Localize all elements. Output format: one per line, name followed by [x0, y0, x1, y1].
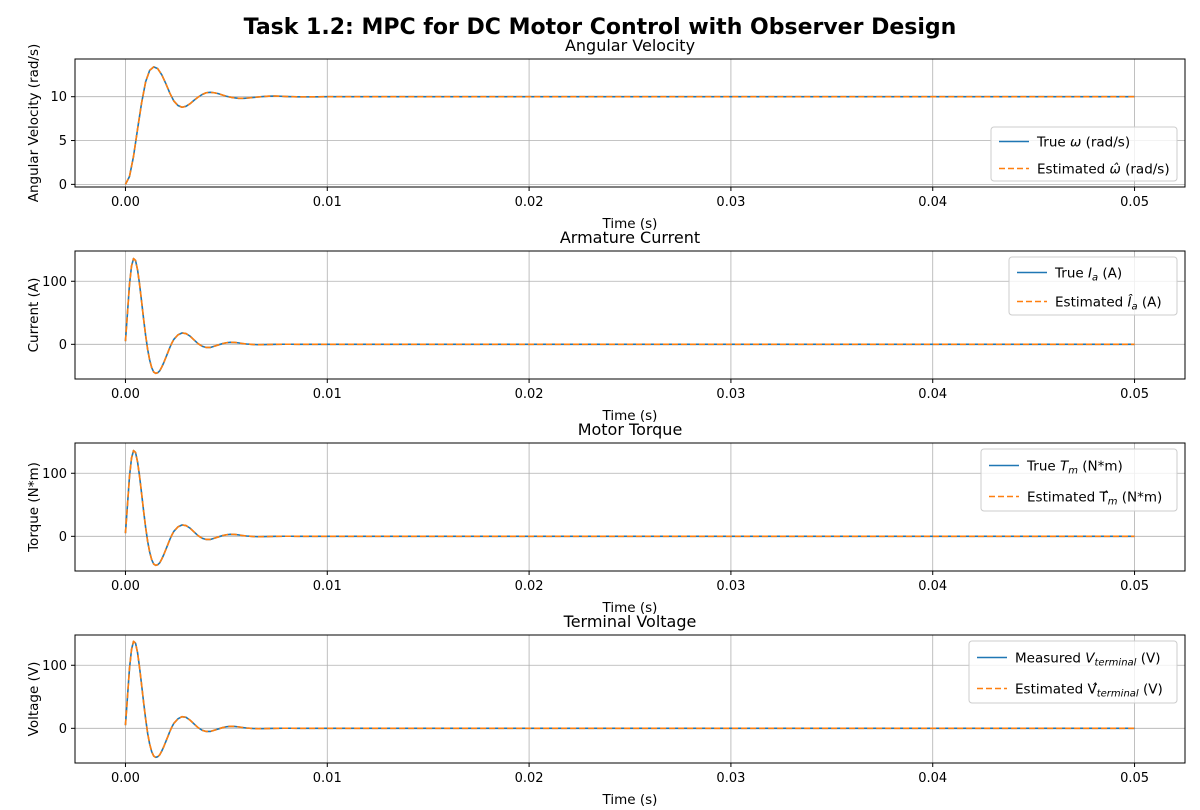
axes-frame [74, 634, 1186, 764]
x-tick-label: 0.02 [515, 387, 544, 402]
y-tick-label: 10 [50, 90, 67, 105]
x-tick-label: 0.01 [313, 579, 342, 594]
panel-terminal-voltage: 0.00 0.01 0.02 0.03 0.04 0.05 0 100 Terminal Vol… [26, 612, 1186, 808]
legend-frame [968, 640, 1178, 704]
x-tick-label: 0.01 [313, 195, 342, 210]
x-tick-label: 0.03 [716, 579, 745, 594]
panel-title: Armature Current [560, 228, 700, 247]
x-tick-label: 0.04 [918, 579, 947, 594]
panel-motor-torque: 0.00 0.01 0.02 0.03 0.04 0.05 0 100 Motor Torque… [26, 420, 1186, 616]
x-tick-label: 0.01 [313, 387, 342, 402]
legend-label: True ω (rad/s) [1036, 135, 1130, 151]
legend-label: Estimated V̂terminal (V) [1015, 682, 1163, 700]
x-tick-label: 0.04 [918, 195, 947, 210]
y-tick-label: 0 [59, 530, 67, 545]
axes-frame [74, 442, 1186, 572]
panel-title: Angular Velocity [565, 36, 695, 55]
x-tick-label: 0.05 [1120, 387, 1149, 402]
x-tick-label: 0.02 [515, 771, 544, 786]
x-tick-label: 0.02 [515, 195, 544, 210]
x-tick-label: 0.00 [111, 195, 140, 210]
legend: Measured Vterminal (V) Estimated V̂termin… [968, 640, 1178, 704]
series-line-estimated [124, 66, 1135, 185]
series-line-estimated [124, 640, 1135, 759]
x-tick-label: 0.04 [918, 387, 947, 402]
x-tick-label: 0.00 [111, 771, 140, 786]
y-axis-label: Voltage (V) [26, 662, 42, 737]
series-line-estimated [124, 257, 1135, 375]
legend-label: Measured Vterminal (V) [1015, 651, 1161, 669]
axes-frame [74, 250, 1186, 380]
x-tick-label: 0.05 [1120, 579, 1149, 594]
y-axis-label: Angular Velocity (rad/s) [26, 44, 42, 203]
x-tick-label: 0.05 [1120, 195, 1149, 210]
legend: True ω (rad/s) Estimated ω̂ (rad/s) [990, 126, 1178, 182]
legend-frame [980, 448, 1178, 512]
legend-label: Estimated ω̂ (rad/s) [1037, 162, 1170, 178]
legend-label: True Ia (A) [1054, 266, 1122, 284]
y-axis-label: Torque (N*m) [26, 462, 42, 553]
panel-title: Terminal Voltage [563, 612, 697, 631]
x-tick-label: 0.01 [313, 771, 342, 786]
panel-title: Motor Torque [578, 420, 683, 439]
y-tick-label: 100 [42, 659, 67, 674]
y-tick-label: 100 [42, 275, 67, 290]
x-axis-label: Time (s) [602, 216, 658, 232]
y-tick-label: 0 [59, 338, 67, 353]
legend-label: True Tm (N*m) [1026, 459, 1123, 477]
y-tick-label: 0 [59, 178, 67, 193]
x-tick-label: 0.03 [716, 387, 745, 402]
x-tick-label: 0.00 [111, 579, 140, 594]
x-axis-label: Time (s) [602, 408, 658, 424]
legend-frame [990, 126, 1178, 182]
series-line-estimated [124, 449, 1135, 567]
legend: True Tm (N*m) Estimated T̂m (N*m) [980, 448, 1178, 512]
panel-armature-current: 0.00 0.01 0.02 0.03 0.04 0.05 0 100 Armature Cur… [26, 228, 1186, 424]
x-tick-label: 0.04 [918, 771, 947, 786]
x-tick-label: 0.02 [515, 579, 544, 594]
legend-label: Estimated Îa (A) [1055, 293, 1162, 313]
series-line-true [124, 257, 1135, 375]
legend-label: Estimated T̂m (N*m) [1027, 490, 1162, 508]
series-line-true [124, 66, 1135, 185]
x-axis-label: Time (s) [602, 792, 658, 808]
y-tick-label: 100 [42, 467, 67, 482]
x-tick-label: 0.05 [1120, 771, 1149, 786]
figure-title: Task 1.2: MPC for DC Motor Control with … [244, 15, 957, 40]
axes-frame [74, 58, 1186, 188]
y-tick-label: 5 [59, 134, 67, 149]
x-axis-label: Time (s) [602, 600, 658, 616]
panel-angular-velocity: 0.00 0.01 0.02 0.03 0.04 0.05 0 5 10 Angular Velo… [26, 36, 1186, 232]
y-axis-label: Current (A) [26, 278, 42, 353]
legend-frame [1008, 256, 1178, 316]
y-tick-label: 0 [59, 722, 67, 737]
x-tick-label: 0.03 [716, 195, 745, 210]
legend: True Ia (A) Estimated Îa (A) [1008, 256, 1178, 316]
x-tick-label: 0.00 [111, 387, 140, 402]
x-tick-label: 0.03 [716, 771, 745, 786]
